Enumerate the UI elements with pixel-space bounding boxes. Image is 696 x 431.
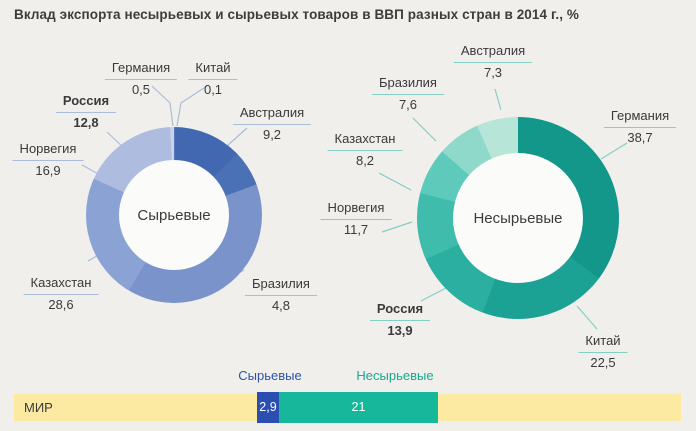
raw-slice-label-0: Китай 0,1 <box>188 60 238 98</box>
donut-nonraw-exports: Несырьевые <box>417 117 619 319</box>
country-name: Россия <box>369 301 431 321</box>
world-nonraw-segment: 21 <box>279 392 438 423</box>
country-value: 0,1 <box>203 81 223 97</box>
country-value: 16,9 <box>35 162 61 178</box>
donut-raw-center-label: Сырьевые <box>137 206 211 224</box>
nonraw-slice-label-6: Австралия 7,3 <box>453 43 533 81</box>
nonraw-slice-label-5: Бразилия 7,6 <box>372 75 444 113</box>
nonraw-slice-label-2: Россия 13,9 <box>369 301 431 339</box>
country-value: 28,6 <box>48 296 74 312</box>
country-value: 7,6 <box>398 96 418 112</box>
country-name: Норвегия <box>12 141 84 161</box>
raw-slice-label-5: Россия 12,8 <box>55 93 117 131</box>
nonraw-slice-label-4: Казахстан 8,2 <box>327 131 403 169</box>
world-row-label: МИР <box>24 400 53 415</box>
legend-raw-exports: Сырьевые <box>238 368 302 383</box>
raw-slice-label-4: Норвегия 16,9 <box>12 141 84 179</box>
country-name: Австралия <box>453 43 533 63</box>
country-name: Бразилия <box>245 276 317 296</box>
raw-slice-label-2: Бразилия 4,8 <box>245 276 317 314</box>
donut-raw-hole: Сырьевые <box>119 160 229 270</box>
country-name: Бразилия <box>372 75 444 95</box>
country-value: 8,2 <box>355 152 375 168</box>
nonraw-slice-label-1: Китай 22,5 <box>578 333 628 371</box>
country-name: Германия <box>104 60 178 80</box>
raw-slice-label-1: Австралия 9,2 <box>232 105 312 143</box>
legend-nonraw-exports: Несырьевые <box>356 368 434 383</box>
country-value: 13,9 <box>387 322 413 338</box>
country-value: 9,2 <box>262 126 282 142</box>
country-value: 7,3 <box>483 64 503 80</box>
country-name: Китай <box>578 333 628 353</box>
country-name: Китай <box>188 60 238 80</box>
country-name: Россия <box>55 93 117 113</box>
country-value: 12,8 <box>73 114 99 130</box>
country-name: Австралия <box>232 105 312 125</box>
country-name: Норвегия <box>320 200 392 220</box>
raw-slice-label-3: Казахстан 28,6 <box>23 275 99 313</box>
nonraw-slice-label-3: Норвегия 11,7 <box>320 200 392 238</box>
country-value: 11,7 <box>343 221 369 237</box>
chart-title: Вклад экспорта несырьевых и сырьевых тов… <box>14 7 580 22</box>
raw-slice-label-6: Германия 0,5 <box>104 60 178 98</box>
country-name: Германия <box>603 108 677 128</box>
country-value: 38,7 <box>627 129 653 145</box>
donut-raw-exports: Сырьевые <box>86 127 262 303</box>
country-value: 22,5 <box>590 354 616 370</box>
world-raw-segment: 2,9 <box>257 392 279 423</box>
country-name: Казахстан <box>327 131 403 151</box>
country-value: 4,8 <box>271 297 291 313</box>
nonraw-slice-label-0: Германия 38,7 <box>603 108 677 146</box>
donut-nonraw-hole: Несырьевые <box>453 153 583 283</box>
country-value: 0,5 <box>131 81 151 97</box>
donut-nonraw-center-label: Несырьевые <box>473 209 563 227</box>
country-name: Казахстан <box>23 275 99 295</box>
world-bar: МИР 2,9 21 <box>14 392 681 423</box>
